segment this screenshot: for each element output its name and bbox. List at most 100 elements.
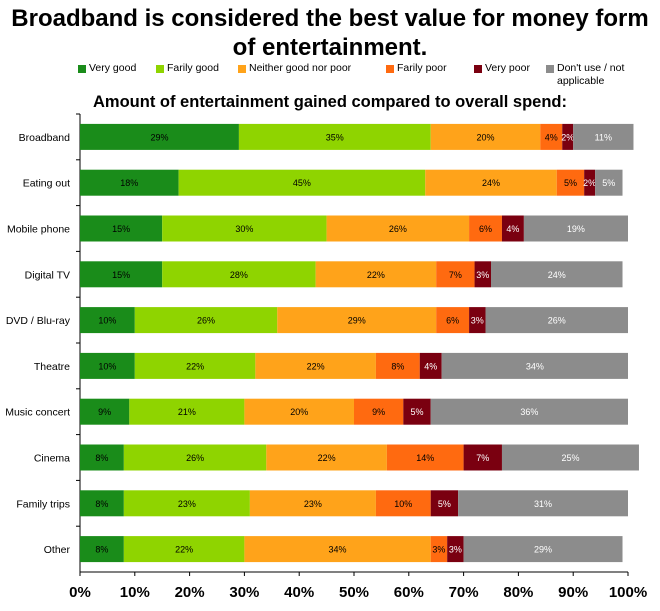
chart-legend: Very good Farily good Neither good nor poo… — [78, 62, 658, 92]
legend-swatch — [238, 65, 246, 73]
bar-segment-music-concert-don-t-use-not-applicable — [430, 398, 628, 425]
data-label: 8% — [95, 453, 108, 463]
bar-segment-theatre-very-poor — [419, 352, 442, 379]
legend-label: Farily poor — [397, 62, 447, 74]
bar-segment-eating-out-don-t-use-not-applicable — [595, 169, 623, 196]
data-label: 35% — [326, 132, 344, 142]
data-label: 26% — [197, 316, 215, 326]
category-label-theatre: Theatre — [34, 361, 70, 373]
legend-label: Farily good — [167, 62, 219, 74]
bar-segment-digital-tv-very-good — [80, 261, 163, 288]
data-label: 23% — [304, 499, 322, 509]
legend-label: Don't use / not applicable — [557, 62, 625, 87]
x-tick-label: 20% — [175, 584, 205, 601]
bar-segment-theatre-farily-poor — [375, 352, 420, 379]
x-tick-label: 30% — [229, 584, 259, 601]
data-label: 4% — [506, 224, 519, 234]
bar-segment-eating-out-very-poor — [584, 169, 596, 196]
data-label: 10% — [98, 316, 116, 326]
bar-segment-mobile-phone-very-poor — [501, 215, 524, 242]
bar-segment-dvd-blu-ray-neither-good-nor-poor — [277, 307, 437, 334]
x-tick-label: 50% — [339, 584, 369, 601]
data-label: 29% — [534, 545, 552, 555]
bar-segment-digital-tv-very-poor — [474, 261, 491, 288]
data-label: 20% — [290, 407, 308, 417]
data-label: 10% — [98, 361, 116, 371]
data-label: 5% — [564, 178, 577, 188]
bar-segment-other-neither-good-nor-poor — [244, 536, 431, 563]
bar-segment-cinema-farily-good — [123, 444, 267, 471]
x-tick-label: 70% — [449, 584, 479, 601]
bar-segment-dvd-blu-ray-don-t-use-not-applicable — [485, 307, 628, 334]
data-label: 30% — [235, 224, 253, 234]
bar-segment-cinema-very-poor — [463, 444, 502, 471]
bar-segment-dvd-blu-ray-very-poor — [469, 307, 486, 334]
category-label-other: Other — [44, 544, 71, 556]
data-label: 6% — [479, 224, 492, 234]
category-label-family-trips: Family trips — [16, 498, 70, 510]
data-label: 31% — [534, 499, 552, 509]
bar-segment-music-concert-very-poor — [403, 398, 431, 425]
data-label: 29% — [150, 132, 168, 142]
data-label: 6% — [446, 316, 459, 326]
bar-segment-mobile-phone-very-good — [80, 215, 163, 242]
bar-segment-theatre-neither-good-nor-poor — [255, 352, 376, 379]
data-label: 7% — [476, 453, 489, 463]
bar-segment-digital-tv-neither-good-nor-poor — [315, 261, 437, 288]
bar-segment-broadband-farily-good — [238, 123, 431, 150]
bar-segment-family-trips-don-t-use-not-applicable — [458, 490, 628, 517]
data-label: 45% — [293, 178, 311, 188]
bar-segment-broadband-farily-poor — [540, 123, 563, 150]
bar-segment-digital-tv-farily-poor — [436, 261, 475, 288]
bar-segment-eating-out-farily-poor — [556, 169, 585, 196]
legend-label: Very poor — [485, 62, 530, 74]
data-label: 5% — [438, 499, 451, 509]
category-label-mobile-phone: Mobile phone — [7, 224, 70, 236]
data-label: 3% — [449, 545, 462, 555]
bar-segment-other-don-t-use-not-applicable — [463, 536, 623, 563]
data-label: 8% — [391, 361, 404, 371]
bar-segment-digital-tv-farily-good — [162, 261, 316, 288]
data-label: 11% — [595, 132, 612, 142]
data-label: 26% — [389, 224, 407, 234]
category-label-dvd-blu-ray: DVD / Blu-ray — [6, 315, 71, 327]
bar-segment-cinema-don-t-use-not-applicable — [501, 444, 639, 471]
bar-segment-theatre-farily-good — [134, 352, 256, 379]
bar-segment-family-trips-very-good — [80, 490, 124, 517]
x-tick-label: 10% — [120, 584, 150, 601]
data-label: 24% — [482, 178, 500, 188]
legend-swatch — [386, 65, 394, 73]
legend-swatch — [474, 65, 482, 73]
data-label: 26% — [186, 453, 204, 463]
legend-swatch — [156, 65, 164, 73]
data-label: 3% — [476, 270, 489, 280]
bar-segment-music-concert-farily-poor — [354, 398, 404, 425]
bar-segment-other-very-good — [80, 536, 124, 563]
x-tick-label: 0% — [69, 584, 91, 601]
data-label: 29% — [348, 316, 366, 326]
data-label: 10% — [394, 499, 412, 509]
chart-title: Broadband is considered the best value f… — [11, 5, 649, 61]
bar-segment-music-concert-farily-good — [129, 398, 245, 425]
bar-segment-family-trips-very-poor — [430, 490, 459, 517]
bar-segment-broadband-don-t-use-not-applicable — [573, 123, 634, 150]
bar-segment-mobile-phone-farily-poor — [469, 215, 502, 242]
bar-segment-other-very-poor — [447, 536, 464, 563]
bar-segment-other-farily-poor — [430, 536, 448, 563]
data-label: 3% — [471, 316, 484, 326]
bar-segment-cinema-farily-poor — [386, 444, 464, 471]
data-label: 22% — [175, 545, 193, 555]
x-tick-label: 40% — [284, 584, 314, 601]
data-label: 36% — [520, 407, 538, 417]
bar-segment-eating-out-very-good — [80, 169, 179, 196]
data-label: 34% — [526, 361, 544, 371]
data-label: 19% — [567, 224, 585, 234]
category-label-eating-out: Eating out — [23, 178, 70, 190]
bar-segment-dvd-blu-ray-farily-poor — [436, 307, 470, 334]
legend-label: Very good — [89, 62, 137, 74]
bar-segment-theatre-don-t-use-not-applicable — [441, 352, 628, 379]
bar-segment-mobile-phone-neither-good-nor-poor — [326, 215, 470, 242]
bar-segment-broadband-very-poor — [562, 123, 574, 150]
bar-segment-cinema-very-good — [80, 444, 124, 471]
